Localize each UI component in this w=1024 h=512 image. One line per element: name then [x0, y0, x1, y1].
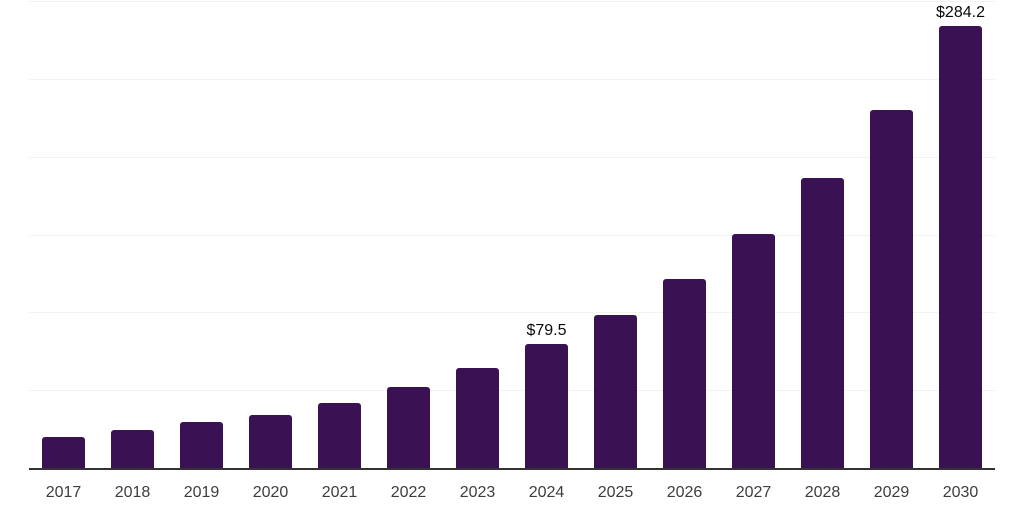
x-tick-label-2023: 2023 [459, 484, 496, 501]
bar-2022 [387, 387, 430, 468]
bar-2026 [663, 278, 706, 468]
x-tick-label-2017: 2017 [45, 484, 82, 501]
bar-slot-2021 [305, 0, 374, 468]
bar-2029 [870, 109, 913, 468]
bar-2023 [456, 368, 499, 468]
bar-2018 [111, 429, 154, 468]
x-tick-label-2026: 2026 [666, 484, 703, 501]
bar-slot-2027 [719, 0, 788, 468]
bar-slot-2026 [650, 0, 719, 468]
x-tick-label-2029: 2029 [873, 484, 910, 501]
bar-slot-2023 [443, 0, 512, 468]
bar-slot-2028 [788, 0, 857, 468]
bar-2027 [732, 233, 775, 468]
bar-2028 [801, 178, 844, 468]
bar-2024 [525, 344, 568, 468]
bar-2030 [939, 25, 982, 468]
bar-slot-2020 [236, 0, 305, 468]
x-tick-label-2024: 2024 [528, 484, 565, 501]
bar-slot-2029 [857, 0, 926, 468]
x-tick-label-2025: 2025 [597, 484, 634, 501]
x-tick-label-2019: 2019 [183, 484, 220, 501]
x-tick-label-2027: 2027 [735, 484, 772, 501]
gridline-250 [29, 78, 995, 80]
gridline-100 [29, 312, 995, 314]
x-tick-label-2018: 2018 [114, 484, 151, 501]
bar-value-label-2030: $284.2 [936, 3, 985, 21]
bar-2019 [180, 421, 223, 468]
x-tick-label-2021: 2021 [321, 484, 358, 501]
bar-2017 [42, 436, 85, 468]
bar-slot-2024: $79.5 [512, 0, 581, 468]
bar-slot-2017 [29, 0, 98, 468]
bars-container: $79.5 $284.2 [29, 0, 995, 468]
x-tick-label-2028: 2028 [804, 484, 841, 501]
bar-slot-2018 [98, 0, 167, 468]
gridline-300 [29, 1, 995, 2]
gridline-50 [29, 390, 995, 392]
x-tick-label-2022: 2022 [390, 484, 427, 501]
bar-slot-2022 [374, 0, 443, 468]
bar-2025 [594, 314, 637, 468]
bar-slot-2030: $284.2 [926, 0, 995, 468]
bar-slot-2025 [581, 0, 650, 468]
x-tick-label-2030: 2030 [942, 484, 979, 501]
bar-slot-2019 [167, 0, 236, 468]
bar-2020 [249, 415, 292, 468]
gridline-200 [29, 156, 995, 158]
bar-2021 [318, 402, 361, 468]
x-axis-line [29, 468, 995, 470]
plot-area: $79.5 $284.2 [29, 0, 995, 470]
gridline-150 [29, 234, 995, 236]
bar-value-label-2024: $79.5 [526, 322, 567, 340]
x-tick-label-2020: 2020 [252, 484, 289, 501]
x-axis-tick-labels: 2017 2018 2019 2020 2021 2022 2023 2024 2025 2026… [29, 484, 995, 502]
